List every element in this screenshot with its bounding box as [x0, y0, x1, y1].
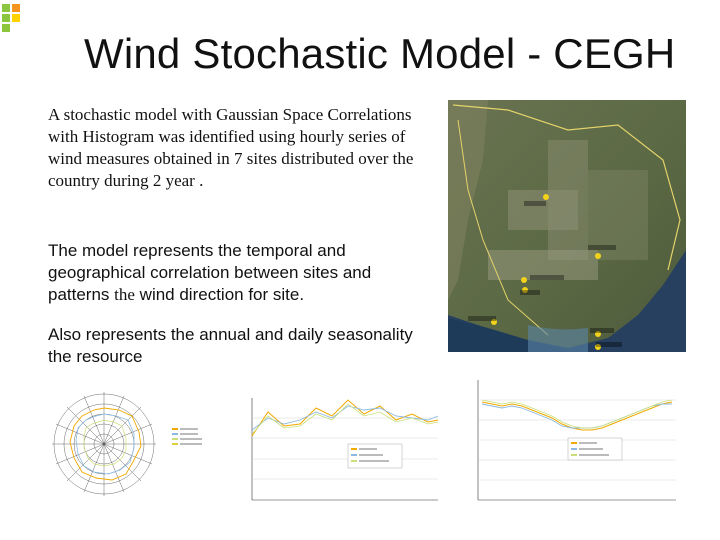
paragraph-model: The model represents the temporal and ge…: [48, 240, 418, 306]
wind-rose-radar-chart: [34, 376, 230, 510]
logo-square: [12, 4, 20, 12]
paragraph-seasonality: Also represents the annual and daily sea…: [48, 325, 413, 366]
map-site-markers: [491, 194, 601, 350]
radar-legend: [172, 428, 202, 445]
satellite-map-image: [448, 100, 686, 352]
daily-axes: [477, 380, 676, 501]
logo-squares-icon: [0, 0, 26, 40]
monthly-axes: [251, 398, 438, 501]
paragraph-model-text: The model represents the temporal and ge…: [48, 241, 372, 304]
monthly-legend: [347, 443, 403, 469]
logo-square: [2, 14, 10, 22]
daily-line-chart: [462, 374, 682, 514]
daily-series: [481, 399, 673, 431]
logo-square: [12, 14, 20, 22]
logo-square: [2, 24, 10, 32]
logo-square: [2, 4, 10, 12]
map-site-labels: [468, 201, 622, 347]
daily-legend: [567, 437, 623, 461]
radar-grid: [52, 392, 156, 496]
monthly-line-chart: [238, 374, 444, 514]
paragraph-model-word: the: [114, 285, 135, 304]
monthly-series: [251, 399, 439, 437]
slide-title: Wind Stochastic Model - CEGH: [84, 30, 676, 77]
paragraph-intro: A stochastic model with Gaussian Space C…: [48, 105, 414, 190]
paragraph-model-end: wind direction for site.: [134, 285, 305, 304]
